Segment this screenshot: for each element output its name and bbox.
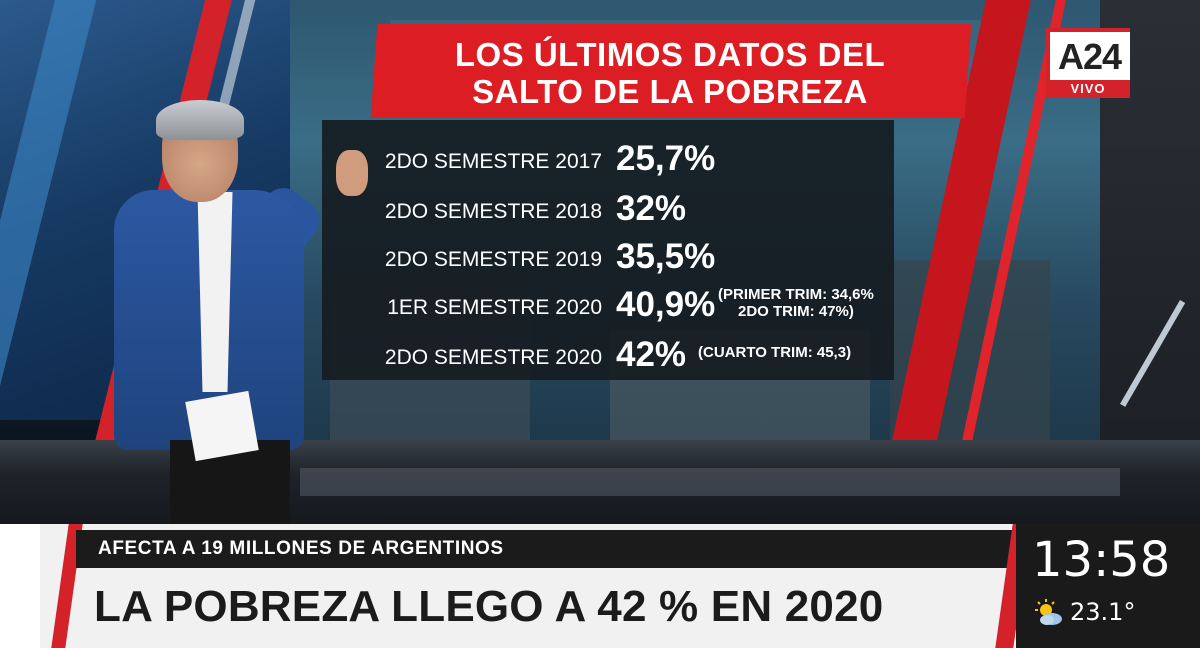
logo-text: A24	[1058, 36, 1122, 77]
row-label: 1ER SEMESTRE 2020	[387, 296, 602, 319]
data-row: 2DO SEMESTRE 2020 42% (CUARTO TRIM: 45,3…	[322, 332, 894, 382]
kicker-text: AFECTA A 19 MILLONES DE ARGENTINOS	[98, 538, 504, 559]
row-note-line2: 2DO TRIM: 47%)	[738, 303, 854, 320]
presenter-hand	[336, 150, 368, 196]
panel-title-line1: LOS ÚLTIMOS DATOS DEL	[454, 36, 886, 73]
sun-cloud-icon	[1035, 599, 1062, 625]
presenter-hair	[156, 100, 244, 140]
data-row: 1ER SEMESTRE 2020 40,9% (PRIMER TRIM: 34…	[322, 282, 894, 332]
presenter	[110, 100, 370, 524]
live-badge: VIVO	[1046, 80, 1130, 98]
panel-title-line2: SALTO DE LA POBREZA	[472, 73, 868, 110]
clock: 13:58	[1032, 532, 1171, 588]
row-value: 42%	[616, 335, 687, 374]
panel-title: LOS ÚLTIMOS DATOS DEL SALTO DE LA POBREZ…	[380, 36, 960, 110]
presenter-paper	[185, 390, 259, 462]
channel-logo: A24 VIVO	[1046, 28, 1130, 100]
row-note-line1: (PRIMER TRIM: 34,6%	[718, 286, 874, 303]
row-value: 40,9%	[616, 285, 716, 324]
headline: LA POBREZA LLEGO A 42 % EN 2020	[94, 582, 884, 631]
data-row: 2DO SEMESTRE 2019 35,5%	[322, 234, 894, 284]
desk-edge	[300, 468, 1120, 496]
clock-box	[1016, 524, 1200, 648]
row-value: 25,7%	[616, 139, 716, 178]
row-label: 2DO SEMESTRE 2018	[384, 200, 602, 223]
data-row: 2DO SEMESTRE 2017 25,7%	[322, 136, 894, 186]
row-label: 2DO SEMESTRE 2017	[384, 150, 602, 173]
temperature: 23.1°	[1070, 598, 1136, 626]
data-row: 2DO SEMESTRE 2018 32%	[322, 186, 894, 236]
row-value: 32%	[616, 189, 687, 228]
kicker-bar	[76, 530, 1016, 568]
row-note-line1: (CUARTO TRIM: 45,3)	[698, 344, 852, 361]
row-value: 35,5%	[616, 237, 716, 276]
logo-box: A24	[1046, 28, 1130, 80]
data-panel: 2DO SEMESTRE 2017 25,7% 2DO SEMESTRE 201…	[322, 120, 894, 380]
lower-third-accent	[0, 524, 40, 648]
row-label: 2DO SEMESTRE 2020	[384, 346, 602, 369]
presenter-shirt	[197, 192, 233, 392]
row-label: 2DO SEMESTRE 2019	[384, 248, 602, 271]
